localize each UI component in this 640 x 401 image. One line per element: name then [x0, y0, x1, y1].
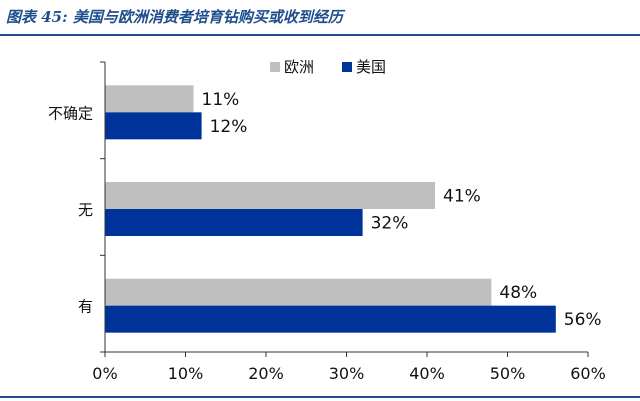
value-label: 32% — [371, 214, 409, 234]
x-tick-label: 50% — [490, 364, 526, 383]
value-label: 48% — [499, 283, 537, 303]
legend-label-europe: 欧洲 — [284, 58, 314, 76]
bar-europe-1 — [105, 182, 436, 209]
title-rule — [0, 34, 640, 36]
legend-label-usa: 美国 — [356, 58, 386, 76]
x-tick-label: 20% — [248, 364, 284, 383]
bar-europe-2 — [105, 278, 492, 306]
x-tick-label: 30% — [329, 364, 365, 383]
x-tick-label: 40% — [409, 364, 445, 383]
bar-usa-0 — [105, 112, 202, 140]
bar-europe-0 — [105, 85, 194, 113]
bars-group — [105, 85, 556, 333]
category-label: 有 — [78, 298, 93, 316]
x-tick-label: 60% — [570, 364, 606, 383]
bar-usa-1 — [105, 209, 363, 236]
value-labels-group: 11% 12% 41% 32% 48% 56% — [202, 90, 602, 330]
legend: 欧洲 美国 — [270, 58, 386, 76]
bottom-rule — [0, 396, 640, 398]
x-tick-label: 10% — [168, 364, 204, 383]
legend-swatch-europe — [270, 62, 280, 72]
x-tick-label: 0% — [92, 364, 117, 383]
value-label: 41% — [443, 187, 481, 207]
figure-title: 图表 45: 美国与欧洲消费者培育钻购买或收到经历 — [6, 8, 343, 26]
legend-swatch-usa — [342, 62, 352, 72]
category-label: 不确定 — [48, 104, 93, 122]
value-label: 11% — [202, 90, 240, 110]
value-label: 56% — [564, 310, 602, 330]
value-label: 12% — [210, 117, 248, 137]
category-label: 无 — [78, 201, 93, 219]
bar-usa-2 — [105, 305, 556, 333]
